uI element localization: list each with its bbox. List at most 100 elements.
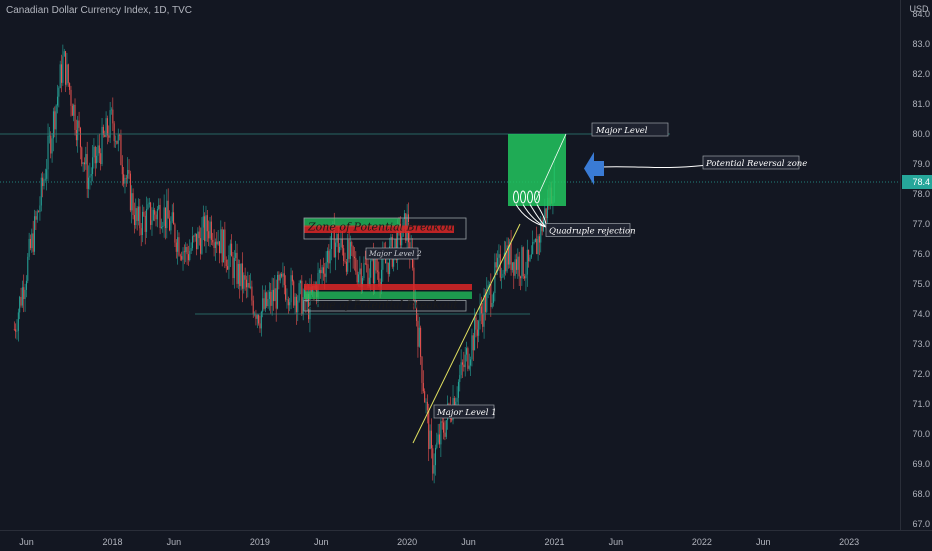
candle-body [131,193,133,211]
candle-body [191,236,193,249]
candle-body [73,104,75,116]
candle-body [166,200,168,229]
price-chart[interactable]: Zone of Potential Breakout Zone of Potent… [0,0,900,530]
candle-body [124,177,126,184]
candle-body [480,306,482,314]
candle-body [264,292,266,309]
candle-body [232,256,234,279]
rejection-curve [522,204,547,228]
price-tick: 82.0 [912,69,930,79]
chart-canvas[interactable]: Zone of Potential Breakout Zone of Potent… [0,0,900,530]
zone-label-lower: Zone of Potential Breakout [307,299,458,312]
candle-body [98,145,100,154]
candle-body [524,276,526,279]
major-level-1-box [433,404,495,419]
price-tick: 71.0 [912,399,930,409]
candle-body [236,252,238,284]
candle-body [155,214,157,220]
candle-body [286,299,288,301]
candle-body [243,275,245,289]
major-level-1-label: Major Level 1 [436,408,497,418]
candle-body [389,246,391,275]
candle-body [339,246,341,253]
candle-body [263,298,265,309]
candle-body [270,291,272,306]
candle-body [125,177,127,179]
candle-body [210,221,212,240]
candle-body [545,208,547,219]
candle-body [78,120,80,128]
candle-body [363,263,365,279]
candle-body [530,254,532,258]
candle-body [92,157,94,175]
candle-body [355,258,357,272]
candle-body [62,56,64,83]
price-tick: 83.0 [912,39,930,49]
candle-body [547,197,549,219]
candle-body [329,249,331,264]
candle-body [85,154,87,165]
time-tick: Jun [19,537,34,547]
candle-body [189,251,191,261]
candle-body [116,140,118,144]
candle-body [505,252,507,272]
candle-body [266,292,268,307]
upper-zone-red [304,225,454,233]
candle-body [123,174,125,184]
candle-body [164,207,166,229]
candle-body [79,127,81,148]
candle-body [143,211,145,216]
candle-body [360,268,362,287]
candle-body [483,295,485,327]
candle-body [294,296,296,306]
candle-body [540,221,542,243]
price-axis[interactable]: USD 84.0 83.0 82.0 81.0 80.0 79.0 78.0 77.0 76.0 7… [900,0,932,530]
time-tick: 2018 [102,537,122,547]
candle-body [213,242,215,249]
price-tick: 78.0 [912,189,930,199]
candle-body [375,257,377,271]
candle-body [117,134,119,144]
candle-body [382,252,384,270]
candle-body [55,105,57,130]
candle-body [386,262,388,264]
candle-body [434,447,436,466]
candle-body [259,323,261,329]
time-axis[interactable]: Jun 2018 Jun 2019 Jun 2020 Jun 2021 Jun 2022 Jun 20… [0,530,932,551]
candle-body [347,239,349,272]
candle-body [520,276,522,279]
candle-body [349,242,351,259]
candle-body [522,247,524,277]
candle-body [29,238,31,249]
candle-body [163,207,165,226]
candle-body [162,225,164,227]
candle-body [503,252,505,274]
candle-body [325,262,327,277]
candle-body [467,348,469,369]
candle-body [518,256,520,277]
candle-body [460,362,462,376]
candle-body [262,298,264,312]
candle-body [302,297,304,315]
candle-body [487,285,489,290]
candle-body [65,51,67,85]
time-tick: Jun [314,537,329,547]
candle-body [272,289,274,302]
reversal-label-box [702,155,800,170]
candle-body [40,177,42,206]
candle-body [421,356,423,383]
candle-body [466,348,468,355]
potential-reversal-box [508,134,566,206]
candle-body [174,224,176,243]
major-level-label: Major Level [595,126,648,136]
candle-body [54,111,56,130]
candle-body [44,178,46,180]
price-tick: 72.0 [912,369,930,379]
chart-title: Canadian Dollar Currency Index, 1D, TVC [6,5,193,16]
candle-body [50,135,52,154]
candle-body [528,249,530,262]
time-tick: Jun [167,537,182,547]
candle-body [56,96,58,106]
candle-body [418,327,420,347]
candle-body [106,118,108,136]
